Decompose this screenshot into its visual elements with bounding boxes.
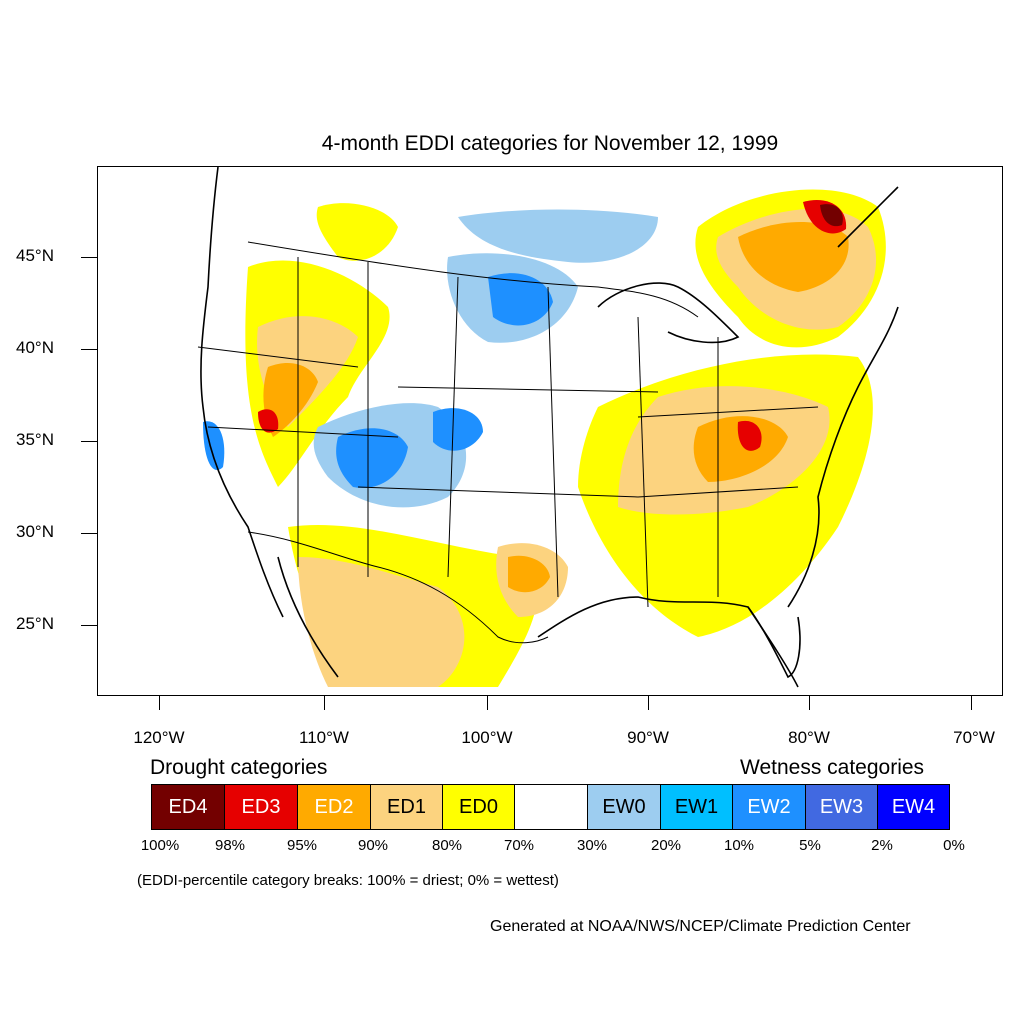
break-label: 2% xyxy=(871,837,893,854)
break-label: 80% xyxy=(431,837,463,854)
ed4-area-quebec xyxy=(820,204,843,227)
break-label: 90% xyxy=(357,837,389,854)
lat-label-35n: 35°N xyxy=(16,430,54,449)
lat-tick xyxy=(81,349,97,350)
lat-tick xyxy=(81,533,97,534)
break-label: 100% xyxy=(140,837,180,854)
ew1-area-kansas xyxy=(433,408,483,451)
lon-label-90w: 90°W xyxy=(627,728,669,747)
legend-label-ed3: ED3 xyxy=(241,795,281,818)
drought-categories-heading: Drought categories xyxy=(150,756,328,779)
break-label: 30% xyxy=(576,837,608,854)
ew1-area-colorado xyxy=(336,428,408,488)
lon-tick xyxy=(648,696,649,710)
state-borders xyxy=(197,241,819,644)
category-shading xyxy=(203,189,886,687)
legend-box-ew0: EW0 xyxy=(587,784,661,830)
map-title: 4-month EDDI categories for November 12,… xyxy=(321,132,779,155)
great-lakes xyxy=(597,282,740,344)
florida xyxy=(747,606,801,679)
lon-tick xyxy=(159,696,160,710)
lon-label-70w: 70°W xyxy=(953,728,995,747)
lon-tick xyxy=(809,696,810,710)
credit-line: Generated at NOAA/NWS/NCEP/Climate Predi… xyxy=(490,918,911,935)
ed1-area-mexico xyxy=(298,557,465,687)
ed2-area-texas xyxy=(508,555,550,593)
ed2-area-quebec xyxy=(738,222,849,292)
break-label: 0% xyxy=(943,837,965,854)
lon-label-80w: 80°W xyxy=(788,728,830,747)
mexico-border xyxy=(247,531,549,644)
lat-tick xyxy=(81,441,97,442)
coastlines xyxy=(200,167,899,688)
legend-box-ed3: ED3 xyxy=(224,784,298,830)
lon-label-120w: 120°W xyxy=(133,728,185,747)
legend-box-ed4: ED4 xyxy=(151,784,225,830)
legend-label-ew4: EW4 xyxy=(891,795,936,818)
legend-label-ew2: EW2 xyxy=(747,795,791,818)
legend-label-ew0: EW0 xyxy=(602,795,646,818)
ed3-area-virginia xyxy=(737,420,762,451)
lon-tick xyxy=(971,696,972,710)
eddi-map xyxy=(197,167,899,688)
ew1-area-dakotas xyxy=(488,273,553,326)
lat-tick xyxy=(81,257,97,258)
map-frame xyxy=(97,166,1003,696)
lat-label-30n: 30°N xyxy=(16,522,54,541)
legend-box-ew1: EW1 xyxy=(660,784,733,830)
lat-label-40n: 40°N xyxy=(16,338,54,357)
lon-label-100w: 100°W xyxy=(461,728,513,747)
legend-box-ew2: EW2 xyxy=(732,784,806,830)
legend-label-ed4: ED4 xyxy=(168,795,208,818)
legend-box-ed1: ED1 xyxy=(370,784,443,830)
ed0-area-northwest xyxy=(316,203,398,261)
legend-box-ed2: ED2 xyxy=(297,784,371,830)
legend-box-ew4: EW4 xyxy=(877,784,950,830)
break-label: 95% xyxy=(286,837,318,854)
lat-label-45n: 45°N xyxy=(16,246,54,265)
break-label: 20% xyxy=(650,837,682,854)
legend-box-ew3: EW3 xyxy=(805,784,878,830)
legend-label-ed2: ED2 xyxy=(314,795,354,818)
pacific-coast xyxy=(200,167,284,618)
legend-label-ew3: EW3 xyxy=(819,795,864,818)
footnote: (EDDI-percentile category breaks: 100% =… xyxy=(137,872,559,889)
wetness-categories-heading: Wetness categories xyxy=(740,756,925,779)
ew2-area-california xyxy=(203,421,225,470)
break-label: 98% xyxy=(214,837,246,854)
lat-tick xyxy=(81,625,97,626)
ed3-area-nevada xyxy=(258,409,279,433)
ed2-area-appalachia xyxy=(693,416,788,482)
baja-peninsula xyxy=(277,556,339,678)
hudson-coast xyxy=(837,186,899,248)
gulf-coast xyxy=(537,596,799,688)
break-label: 10% xyxy=(723,837,755,854)
lon-label-110w: 110°W xyxy=(299,728,349,747)
legend-box-normal xyxy=(514,784,588,830)
ew0-area-greatlakes xyxy=(458,209,658,263)
legend-label-ed0: ED0 xyxy=(459,795,498,818)
lat-label-25n: 25°N xyxy=(16,614,54,633)
lon-tick xyxy=(324,696,325,710)
canada-border xyxy=(247,241,699,318)
break-label: 5% xyxy=(799,837,821,854)
legend-box-ed0: ED0 xyxy=(442,784,515,830)
lon-tick xyxy=(487,696,488,710)
break-label: 70% xyxy=(503,837,535,854)
legend-label-ew1: EW1 xyxy=(674,795,719,818)
atlantic-coast xyxy=(787,306,899,608)
legend-label-ed1: ED1 xyxy=(387,795,426,818)
